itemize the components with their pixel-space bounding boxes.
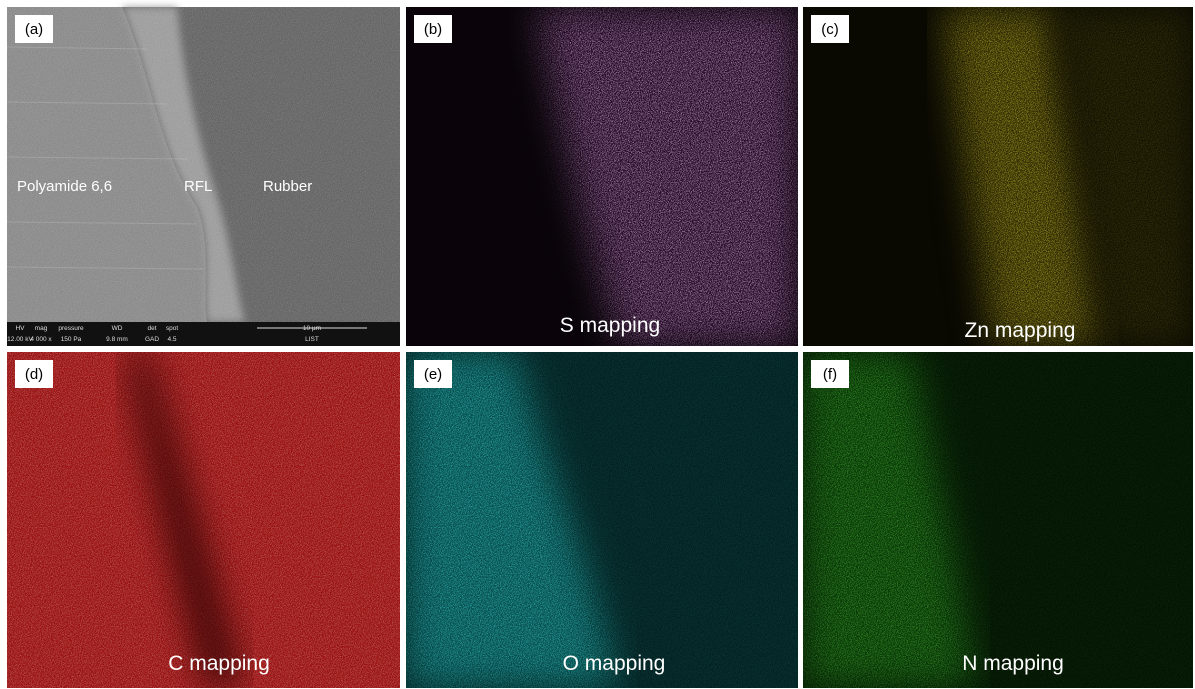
caption: Zn mapping xyxy=(965,319,1076,342)
caption: O mapping xyxy=(563,652,666,675)
image-layer xyxy=(803,7,1193,346)
panel-n: N mapping (f) xyxy=(803,352,1193,688)
image-layer xyxy=(406,352,798,688)
databar-header: det xyxy=(147,325,156,332)
panel-s: S mapping (b) xyxy=(406,7,798,346)
logo: LIST xyxy=(305,336,319,343)
panel-c: C mapping (d) xyxy=(7,352,400,688)
databar-value: 150 Pa xyxy=(61,336,82,343)
databar-header: pressure xyxy=(58,325,84,332)
panel-zn: Zn mapping (c) xyxy=(803,7,1193,346)
databar-value: 9.8 mm xyxy=(106,336,128,343)
image-layer xyxy=(406,7,798,346)
image-layer xyxy=(7,352,400,688)
databar-header: HV xyxy=(15,325,25,332)
annotation: Polyamide 6,6 xyxy=(17,178,112,195)
databar-header: mag xyxy=(35,325,48,332)
grain xyxy=(7,7,400,346)
databar-value: 4.5 xyxy=(167,336,176,343)
panel-o: O mapping (e) xyxy=(406,352,798,688)
panel-label: (f) xyxy=(823,366,837,383)
panel-label: (e) xyxy=(424,366,442,383)
panel-label: (d) xyxy=(25,366,43,383)
image-layer xyxy=(803,352,1193,688)
panel-label: (a) xyxy=(25,21,43,38)
annotation: Rubber xyxy=(263,178,312,195)
scale-label: 10 µm xyxy=(303,325,321,332)
caption: C mapping xyxy=(168,652,270,675)
databar-value: 4 000 x xyxy=(30,336,52,343)
image-layer xyxy=(7,352,400,688)
databar-value: GAD xyxy=(145,336,159,343)
figure: Polyamide 6,6 RFL Rubber HV mag pressure… xyxy=(0,0,1195,689)
caption: S mapping xyxy=(560,314,660,337)
databar-header: WD xyxy=(112,325,123,332)
panel-label: (c) xyxy=(821,21,839,38)
databar-header: spot xyxy=(166,325,178,332)
panel-sem: Polyamide 6,6 RFL Rubber HV mag pressure… xyxy=(7,7,400,346)
caption: N mapping xyxy=(962,652,1064,675)
panel-label: (b) xyxy=(424,21,442,38)
annotation: RFL xyxy=(184,178,212,195)
